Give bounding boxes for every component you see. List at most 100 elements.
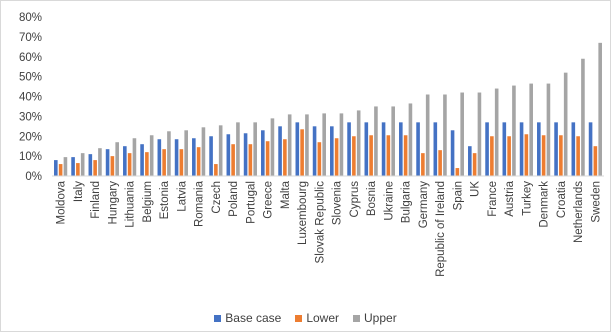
bar-upper — [391, 106, 395, 176]
bar-base-case — [123, 146, 127, 176]
x-category-label: Finland — [90, 181, 102, 219]
bar-lower — [162, 149, 166, 176]
bar-upper — [80, 153, 85, 176]
bar-upper — [305, 114, 309, 176]
bar-upper — [218, 125, 223, 176]
bar-base-case — [192, 138, 196, 176]
bar-upper — [477, 92, 482, 176]
bar-lower — [352, 136, 356, 176]
bar-base-case — [416, 122, 420, 176]
legend-item: Base case — [214, 311, 281, 325]
x-category-label: Austria — [504, 180, 516, 216]
legend-swatch — [353, 314, 361, 322]
bar-upper — [339, 113, 344, 176]
legend: Base case Lower Upper — [0, 311, 611, 325]
y-tick-label: 40% — [19, 92, 42, 104]
bar-base-case — [174, 139, 179, 176]
bar-base-case — [381, 122, 386, 176]
bar-base-case — [502, 122, 507, 176]
x-category-label: Italy — [73, 181, 85, 202]
bar-upper — [253, 122, 257, 176]
x-category-label: Malta — [280, 180, 292, 209]
bar-base-case — [88, 154, 93, 176]
x-category-label: Republic of Ireland — [435, 181, 447, 277]
bar-lower — [472, 153, 477, 176]
x-category-label: Luxembourg — [297, 181, 309, 245]
y-tick-label: 30% — [19, 111, 42, 123]
bar-upper — [529, 83, 533, 176]
x-category-label: Hungary — [107, 181, 119, 225]
x-category-label: Netherlands — [573, 181, 585, 243]
bar-base-case — [450, 130, 455, 176]
bar-upper — [115, 142, 119, 176]
bar-lower — [283, 139, 287, 176]
bar-lower — [93, 160, 97, 176]
y-tick-label: 60% — [19, 52, 42, 64]
bar-upper — [443, 94, 447, 176]
bar-upper — [236, 122, 240, 176]
bar-lower — [317, 142, 322, 176]
bar-base-case — [433, 122, 438, 176]
bar-lower — [386, 135, 391, 176]
bar-lower — [403, 135, 408, 176]
legend-swatch — [214, 314, 222, 322]
bar-lower — [127, 153, 132, 176]
bar-lower — [541, 135, 546, 176]
bar-lower — [369, 135, 373, 176]
x-category-label: Turkey — [521, 181, 533, 216]
bar-base-case — [588, 122, 593, 176]
bar-lower — [559, 135, 563, 176]
bar-lower — [248, 144, 253, 176]
bar-base-case — [554, 122, 558, 176]
bar-upper — [546, 83, 551, 176]
bar-lower — [421, 153, 425, 176]
bar-base-case — [209, 136, 213, 176]
bar-base-case — [157, 139, 162, 176]
bar-upper — [132, 138, 137, 176]
y-axis: 0% 10% 20% 30% 40% 50% 60% 70% 80% — [19, 12, 42, 183]
bar-lower — [593, 146, 598, 176]
x-category-label: Moldova — [56, 180, 68, 224]
x-category-label: France — [487, 181, 499, 217]
y-tick-label: 10% — [19, 151, 42, 163]
bar-base-case — [295, 122, 300, 176]
bar-upper — [598, 42, 602, 177]
bar-upper — [425, 94, 430, 176]
bar-base-case — [347, 122, 351, 176]
bar-base-case — [105, 149, 110, 176]
bar-lower — [214, 164, 218, 176]
bar-base-case — [312, 126, 317, 176]
bar-lower — [300, 129, 304, 176]
x-category-label: UK — [470, 181, 482, 197]
x-category-label: Portugal — [245, 181, 257, 224]
x-category-label: Ukraine — [383, 181, 395, 221]
bar-base-case — [571, 122, 576, 176]
x-axis: Moldova Italy Finland Hungary Lithuania Belgi… — [56, 180, 603, 277]
x-category-label: Poland — [228, 181, 240, 217]
bar-upper — [408, 103, 413, 176]
bar-base-case — [364, 122, 369, 176]
bar-base-case — [54, 160, 58, 176]
x-category-label: Greece — [263, 181, 275, 219]
bar-upper — [63, 157, 68, 176]
bar-upper — [184, 130, 188, 176]
legend-item: Upper — [353, 311, 397, 325]
x-category-label: Estonia — [159, 180, 171, 219]
bar-upper — [581, 58, 585, 176]
x-category-label: Romania — [194, 180, 206, 227]
x-category-label: Latvia — [176, 180, 188, 211]
y-tick-label: 0% — [25, 171, 42, 183]
legend-label: Upper — [364, 311, 397, 325]
bar-lower — [455, 168, 460, 176]
bar-base-case — [226, 134, 231, 176]
bar-upper — [167, 131, 171, 176]
bar-base-case — [261, 130, 265, 176]
x-category-label: Bosnia — [366, 180, 378, 216]
y-tick-label: 70% — [19, 32, 42, 44]
y-tick-label: 20% — [19, 131, 42, 143]
bar-lower — [265, 141, 270, 176]
x-category-label: Croatia — [556, 180, 568, 218]
legend-label: Base case — [225, 311, 282, 325]
bar-lower — [438, 150, 442, 176]
bar-lower — [76, 163, 80, 176]
